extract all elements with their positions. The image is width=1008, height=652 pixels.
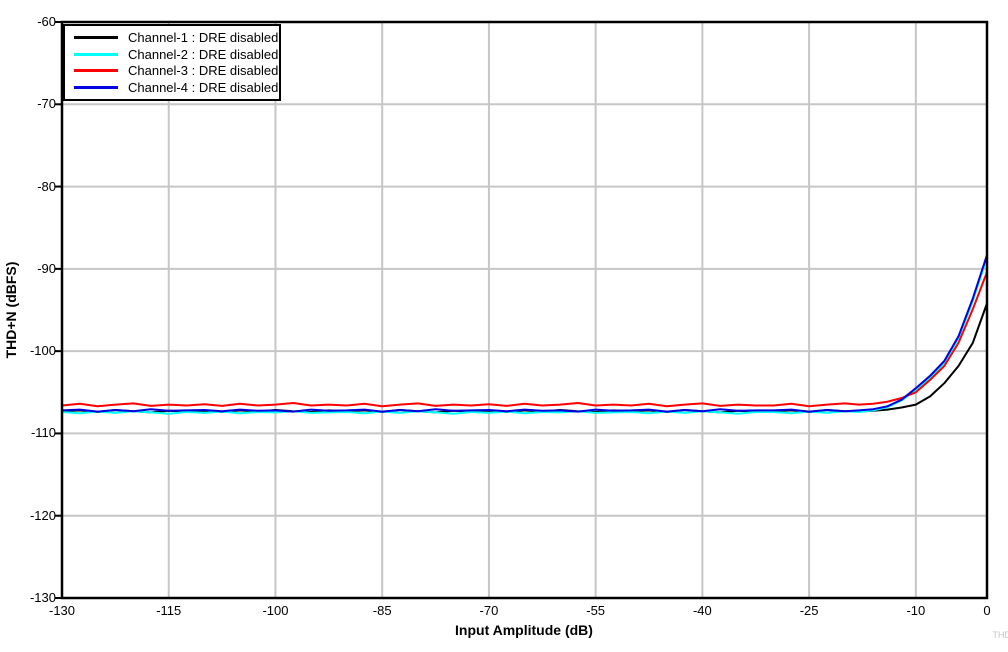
x-tick-label: 0 bbox=[983, 603, 991, 618]
y-tick-label: -110 bbox=[30, 425, 56, 441]
series-line-channel-4 bbox=[61, 253, 988, 413]
series-line-channel-1 bbox=[61, 302, 988, 414]
y-tick-label: -120 bbox=[29, 507, 56, 523]
y-tick-label: -60 bbox=[37, 14, 56, 29]
legend-swatch-line bbox=[74, 35, 118, 39]
x-tick-label: -25 bbox=[799, 603, 819, 618]
x-tick-label: -115 bbox=[156, 603, 182, 618]
x-tick-label: -40 bbox=[692, 603, 712, 618]
y-tick-label: -130 bbox=[29, 590, 56, 605]
legend-label: Channel-4 : DRE disabled bbox=[128, 80, 279, 96]
legend-item: Channel-1 : DRE disabled bbox=[65, 30, 279, 45]
x-tick-label: -130 bbox=[48, 603, 76, 618]
legend-item: Channel-4 : DRE disabled bbox=[65, 80, 279, 95]
x-tick-label: -55 bbox=[586, 603, 606, 618]
legend-box: Channel-1 : DRE disabled Channel-2 : DRE … bbox=[63, 24, 281, 101]
plot-border bbox=[60, 20, 989, 600]
watermark-text: THD bbox=[992, 630, 1008, 640]
legend-label: Channel-3 : DRE disabled bbox=[128, 63, 279, 79]
legend-label: Channel-1 : DRE disabled bbox=[128, 29, 279, 45]
x-tick-label: -10 bbox=[906, 603, 926, 618]
legend-item: Channel-3 : DRE disabled bbox=[65, 63, 279, 78]
y-tick-label: -100 bbox=[29, 343, 56, 359]
legend-label: Channel-2 : DRE disabled bbox=[128, 46, 279, 62]
legend-item: Channel-2 : DRE disabled bbox=[65, 47, 279, 62]
x-tick-label: -100 bbox=[262, 603, 289, 618]
x-tick-label: -85 bbox=[372, 603, 392, 618]
y-tick-label: -70 bbox=[37, 96, 56, 112]
series-line-channel-2 bbox=[61, 256, 988, 415]
legend-swatch-line bbox=[74, 69, 118, 73]
x-tick-label: -70 bbox=[479, 603, 499, 618]
y-tick-label: -90 bbox=[37, 260, 56, 276]
x-axis-title: Input Amplitude (dB) bbox=[455, 622, 593, 638]
legend-swatch-line bbox=[74, 52, 118, 56]
series-line-channel-3 bbox=[61, 271, 988, 408]
legend-swatch-line bbox=[74, 86, 118, 90]
y-tick-label: -80 bbox=[37, 178, 56, 194]
